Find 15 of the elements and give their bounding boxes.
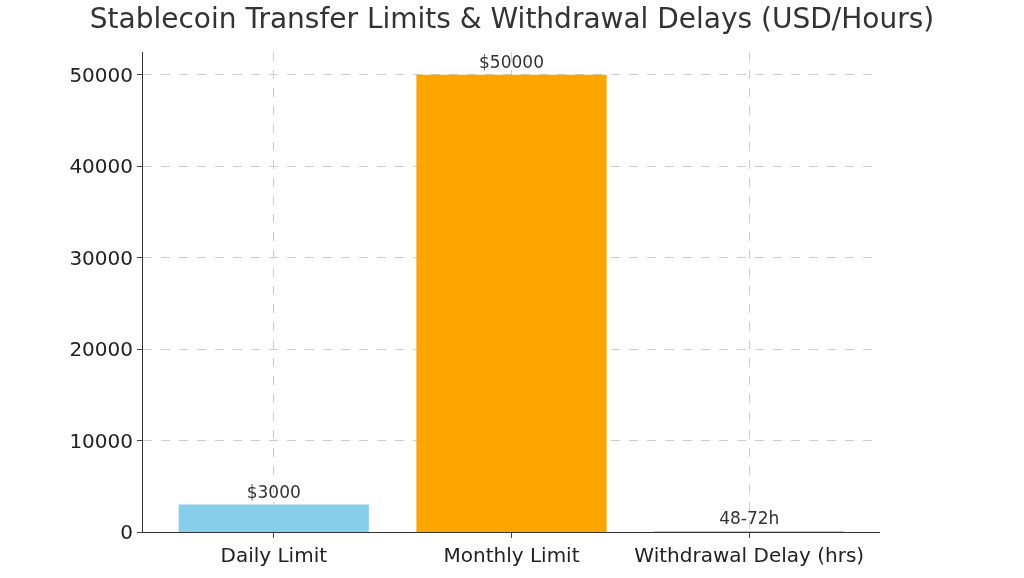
y-tick-label: 20000 <box>69 337 133 362</box>
data-label: 48-72h <box>719 508 780 528</box>
y-tick-label: 50000 <box>69 62 133 87</box>
bar <box>416 74 607 532</box>
chart-title: Stablecoin Transfer Limits & Withdrawal Delays (USD/Hours) <box>89 2 935 36</box>
y-tick-label: 30000 <box>69 245 133 270</box>
bar <box>178 504 369 532</box>
y-tick-label: 10000 <box>69 428 133 453</box>
y-tick-label: 0 <box>120 520 133 544</box>
data-label: $50000 <box>479 51 544 72</box>
y-tick-label: 40000 <box>69 154 133 179</box>
x-tick-label: Withdrawal Delay (hrs) <box>634 543 865 567</box>
data-label: $3000 <box>246 481 301 502</box>
x-tick-label: Monthly Limit <box>443 543 580 567</box>
x-tick-label: Daily Limit <box>220 543 328 567</box>
